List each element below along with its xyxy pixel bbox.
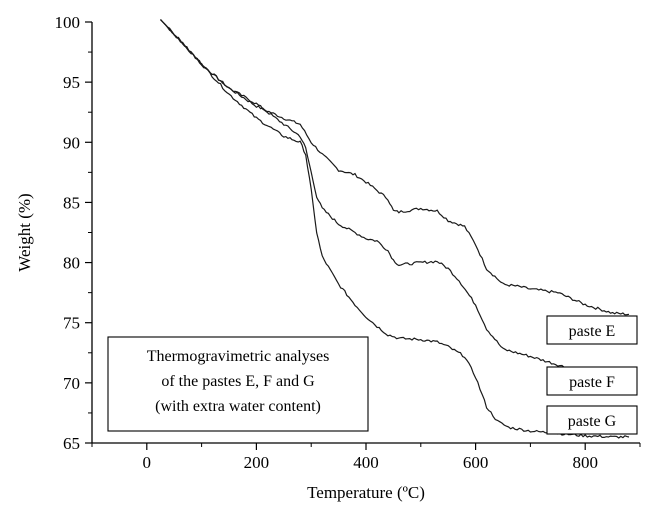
x-tick-label: 800 [572,453,598,472]
annotation-line: Thermogravimetric analyses [147,348,330,365]
series-line-paste-f [160,19,630,384]
series-line-paste-e [160,19,630,316]
series-label: paste F [569,374,615,391]
annotation-line: (with extra water content) [155,398,321,415]
series-label-box [546,366,638,396]
y-axis-title: Weight (%) [15,193,34,271]
y-tick-label: 85 [63,193,80,212]
labels: Temperature (ºC) Weight (%) paste E paste F… [15,193,638,502]
y-tick-label: 65 [63,434,80,453]
axes: 0 200 400 600 800 65 70 75 80 85 90 95 100 [55,13,641,472]
y-tick-label: 95 [63,73,80,92]
y-tick-label: 90 [63,133,80,152]
series-label-box [546,405,638,435]
y-tick-label: 100 [55,13,81,32]
annotation-box [107,336,369,432]
x-tick-label: 0 [143,453,152,472]
series-label: paste E [569,323,616,340]
x-tick-label: 600 [463,453,489,472]
y-tick-label: 75 [63,314,80,333]
series-label-box [546,315,638,345]
x-tick-label: 200 [244,453,270,472]
annotation-line: of the pastes E, F and G [161,373,315,390]
x-tick-label: 400 [353,453,379,472]
series-label: paste G [568,413,617,430]
y-tick-label: 80 [63,254,80,273]
x-axis-title: Temperature (ºC) [307,483,425,502]
y-tick-label: 70 [63,374,80,393]
